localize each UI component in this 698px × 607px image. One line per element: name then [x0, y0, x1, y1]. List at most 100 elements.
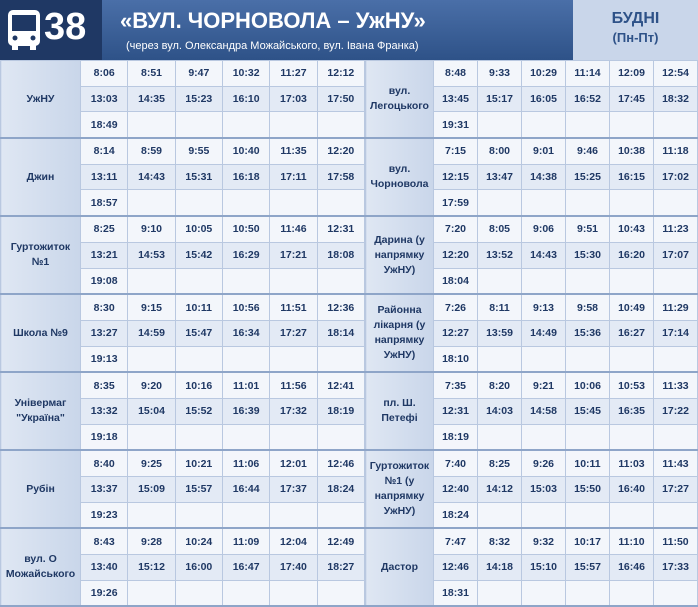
empty-cell [521, 345, 566, 374]
time: 11:06 [221, 449, 271, 478]
empty-cell [316, 111, 366, 140]
time: 17:03 [269, 85, 318, 113]
empty-cell [477, 267, 522, 296]
time: 12:15 [433, 163, 478, 191]
row: Школа №9 8:30 9:15 10:11 10:56 11:51 12:36 [0, 293, 366, 374]
logo: 38 [0, 0, 102, 60]
row: 19:31 [366, 111, 698, 140]
time: 11:27 [269, 60, 318, 87]
time: 16:52 [565, 85, 610, 113]
empty-cell [521, 267, 566, 296]
row: Джин 8:14 8:59 9:55 10:40 11:35 12:20 [0, 137, 366, 218]
time: 11:46 [269, 215, 318, 243]
empty-cell [316, 267, 366, 296]
time: 9:26 [521, 449, 566, 478]
time: 8:25 [79, 215, 129, 243]
time: 13:37 [79, 476, 129, 503]
time: 9:51 [565, 215, 610, 243]
row: 12:20 13:52 14:43 15:30 16:20 17:07 [366, 241, 698, 269]
stop-name: пл. Ш. Петефі [365, 371, 434, 452]
empty-cell [521, 579, 566, 607]
time: 14:03 [477, 397, 522, 425]
time: 15:12 [127, 554, 176, 581]
empty-cell [221, 423, 271, 452]
time: 19:08 [79, 267, 129, 296]
empty-cell [565, 345, 610, 374]
empty-cell [269, 345, 318, 374]
time: 10:05 [174, 215, 223, 243]
header: 38 «ВУЛ. ЧОРНОВОЛА – УжНУ» (через вул. О… [0, 0, 698, 60]
empty-cell [127, 423, 176, 452]
time: 15:52 [174, 397, 223, 425]
time: 8:32 [477, 527, 522, 556]
time: 9:32 [521, 527, 566, 556]
time: 18:08 [316, 241, 366, 269]
time: 7:15 [433, 137, 478, 165]
time: 9:47 [174, 60, 223, 87]
time: 18:19 [316, 397, 366, 425]
time: 13:03 [79, 85, 129, 113]
time: 10:38 [609, 137, 654, 165]
stop-name: Рубін [0, 449, 81, 530]
empty-cell [565, 579, 610, 607]
empty-cell [477, 423, 522, 452]
time: 9:21 [521, 371, 566, 399]
time: 17:21 [269, 241, 318, 269]
row: 19:23 [1, 501, 366, 530]
time: 12:40 [433, 476, 478, 503]
time: 9:58 [565, 293, 610, 321]
time: 13:52 [477, 241, 522, 269]
time: 8:59 [127, 137, 176, 165]
time: 13:27 [79, 319, 129, 347]
time: 13:47 [477, 163, 522, 191]
empty-cell [174, 111, 223, 140]
row: 12:15 13:47 14:38 15:25 16:15 17:02 [366, 163, 698, 191]
empty-cell [521, 111, 566, 140]
time: 8:20 [477, 371, 522, 399]
time: 10:32 [221, 60, 271, 87]
empty-cell [174, 189, 223, 218]
empty-cell [316, 579, 366, 607]
time: 8:51 [127, 60, 176, 87]
empty-cell [565, 189, 610, 218]
timetable-right: вул. Легоцького 8:48 9:33 10:29 11:14 12:09 12… [365, 60, 698, 607]
time: 13:59 [477, 319, 522, 347]
empty-cell [174, 579, 223, 607]
time: 11:50 [653, 527, 698, 556]
row: вул. Чорновола 7:15 8:00 9:01 9:46 10:38 11:18 [365, 137, 698, 218]
time: 9:13 [521, 293, 566, 321]
empty-cell [269, 267, 318, 296]
empty-cell [653, 267, 698, 296]
time: 19:23 [79, 501, 129, 530]
time: 14:59 [127, 319, 176, 347]
time: 11:56 [269, 371, 318, 399]
row: 18:04 [366, 267, 698, 296]
time: 17:45 [609, 85, 654, 113]
empty-cell [653, 345, 698, 374]
time: 16:39 [221, 397, 271, 425]
empty-cell [609, 111, 654, 140]
row: 17:59 [366, 189, 698, 218]
time: 18:10 [433, 345, 478, 374]
time: 11:23 [653, 215, 698, 243]
time: 11:35 [269, 137, 318, 165]
time: 12:54 [653, 60, 698, 87]
empty-cell [269, 189, 318, 218]
time: 8:25 [477, 449, 522, 478]
time: 13:40 [79, 554, 129, 581]
row: Дастор 7:47 8:32 9:32 10:17 11:10 11:50 [365, 527, 698, 607]
row: 12:27 13:59 14:49 15:36 16:27 17:14 [366, 319, 698, 347]
empty-cell [609, 189, 654, 218]
time: 12:49 [316, 527, 366, 556]
time: 19:31 [433, 111, 478, 140]
time: 17:58 [316, 163, 366, 191]
time: 9:15 [127, 293, 176, 321]
time: 12:01 [269, 449, 318, 478]
row: Дарина (у напрямку УжНУ) 7:20 8:05 9:06 9:51… [365, 215, 698, 296]
empty-cell [221, 345, 271, 374]
time: 14:18 [477, 554, 522, 581]
time: 18:27 [316, 554, 366, 581]
time: 18:49 [79, 111, 129, 140]
time: 10:24 [174, 527, 223, 556]
time: 12:31 [316, 215, 366, 243]
